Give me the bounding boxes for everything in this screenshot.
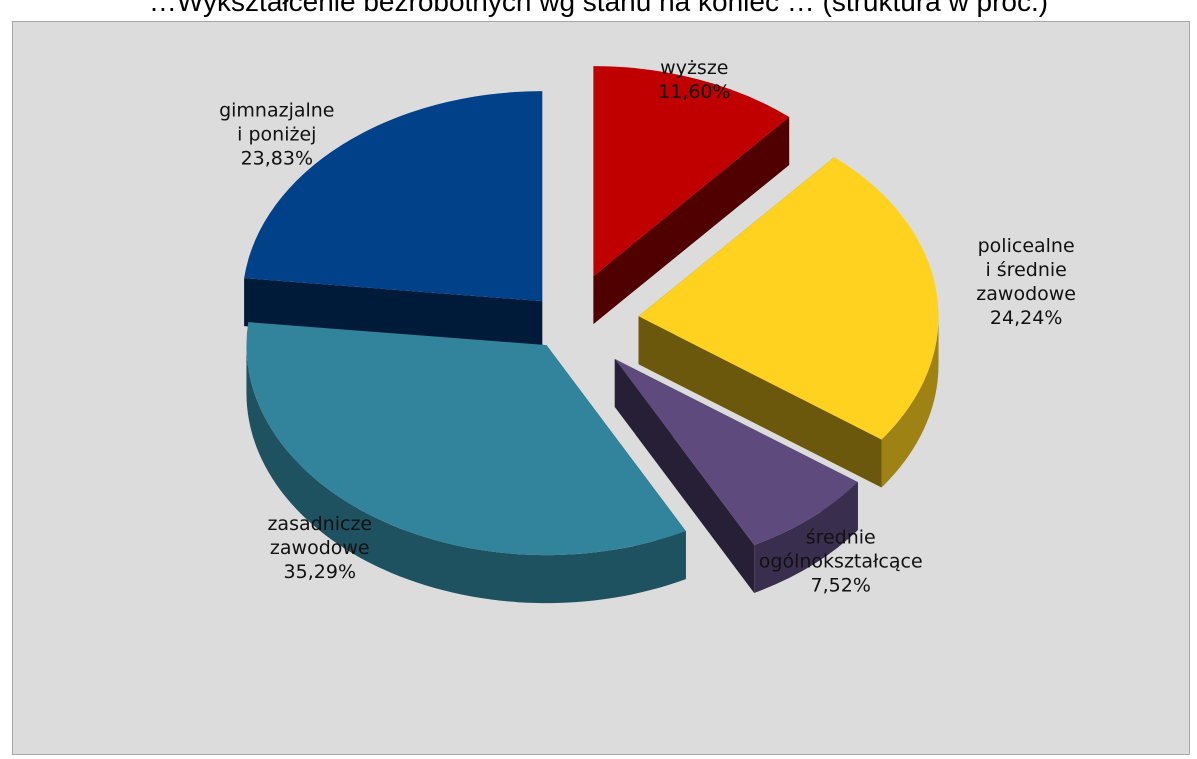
slice-rim — [246, 345, 686, 604]
slice-rim — [754, 482, 858, 594]
slice-value: 7,52% — [811, 574, 871, 596]
pie-slice-0 — [593, 66, 790, 325]
slice-value: 35,29% — [284, 561, 356, 583]
slice-value: 11,60% — [658, 81, 730, 103]
slice-name: i średnie — [985, 259, 1066, 281]
slice-cut-face — [593, 116, 790, 325]
slice-name: zawodowe — [270, 537, 370, 559]
slice-name: zawodowe — [976, 283, 1076, 305]
slice-top — [244, 91, 543, 302]
slice-rim — [881, 316, 939, 488]
slice-top — [638, 157, 939, 440]
top-caption: …Wykształcenie bezrobotnych wg stanu na … — [148, 0, 1049, 17]
slice-top — [246, 322, 686, 556]
slice-label-1: policealne i średnie zawodowe 24,24% — [976, 235, 1076, 329]
slice-cut-face — [638, 316, 882, 488]
slice-name: zasadnicze — [267, 513, 372, 535]
slice-label-3: zasadnicze zawodowe 35,29% — [267, 513, 372, 583]
slice-label-0: wyższe 11,60% — [658, 57, 730, 103]
slice-label-2: średnie ogólnokształcące 7,52% — [759, 526, 923, 596]
pie-slice-1 — [638, 157, 939, 488]
chart-frame: wyższe 11,60% policealne i średnie zawodowe 2… — [12, 21, 1190, 755]
slice-name: gimnazjalne — [219, 100, 334, 122]
pie-slice-3 — [246, 322, 686, 604]
slice-top — [593, 66, 790, 277]
pie-chart: wyższe 11,60%policealne i średnie zawodowe 2… — [219, 57, 1076, 604]
slice-name: średnie — [806, 526, 876, 548]
pie-slice-2 — [614, 359, 858, 594]
slice-name: ogólnokształcące — [759, 550, 923, 572]
slice-name: policealne — [978, 235, 1075, 257]
slice-name: i poniżej — [237, 124, 316, 146]
slice-value: 23,83% — [241, 148, 313, 170]
slice-label-4: gimnazjalne i poniżej 23,83% — [219, 100, 334, 170]
slice-name: wyższe — [660, 57, 728, 79]
slice-value: 24,24% — [990, 307, 1062, 329]
slice-top — [614, 359, 858, 546]
slice-cut-face — [614, 359, 755, 594]
